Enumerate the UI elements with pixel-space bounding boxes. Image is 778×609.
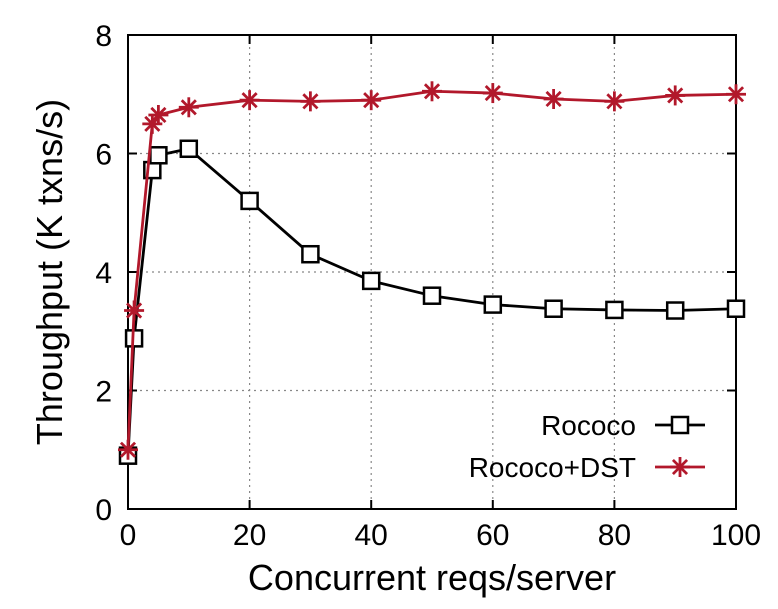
x-tick-label: 20 xyxy=(233,519,266,552)
asterisk-stroke xyxy=(302,93,319,110)
legend-marker xyxy=(670,415,690,435)
data-point-rococo-dst xyxy=(665,85,686,106)
series-layer xyxy=(118,81,746,465)
data-point-rococo-dst xyxy=(178,97,199,118)
data-point-rococo-dst xyxy=(361,90,382,111)
x-axis-title: Concurrent reqs/server xyxy=(248,557,616,598)
asterisk-stroke xyxy=(671,458,689,476)
asterisk-stroke xyxy=(423,83,441,100)
asterisk-stroke xyxy=(180,99,197,116)
asterisk-stroke xyxy=(119,441,137,458)
y-tick-label: 6 xyxy=(95,139,112,172)
data-point-rococo xyxy=(361,271,381,291)
data-point-rococo-dst xyxy=(422,81,442,102)
data-point-rococo xyxy=(301,244,320,264)
data-point-rococo-dst xyxy=(118,439,138,460)
asterisk-stroke xyxy=(150,106,167,124)
data-point-rococo-dst xyxy=(124,300,145,321)
asterisk-stroke xyxy=(363,92,380,109)
asterisk-stroke xyxy=(241,92,258,109)
x-tick-label: 60 xyxy=(476,519,509,552)
series-line-rococo-dst xyxy=(126,89,737,450)
data-point-rococo-dst xyxy=(148,104,169,125)
ticks-layer: 0 20 40 60 80 100 0 2 4 6 8 xyxy=(95,20,761,552)
legend-entry-rococo: Rococo xyxy=(541,410,705,441)
asterisk-stroke xyxy=(484,85,501,102)
x-tick-label: 100 xyxy=(711,519,761,552)
x-tick-label: 80 xyxy=(598,519,631,552)
data-point-rococo-dst xyxy=(726,84,746,105)
asterisk-stroke xyxy=(126,302,143,319)
asterisk-stroke xyxy=(606,93,623,110)
legend: Rococo Rococo+DST xyxy=(469,410,705,483)
legend-entry-rococo-dst: Rococo+DST xyxy=(469,452,705,483)
data-point-rococo xyxy=(726,299,746,318)
series-rococo-dst xyxy=(118,81,746,460)
data-point-rococo xyxy=(149,146,168,165)
legend-label: Rococo xyxy=(541,410,636,441)
data-point-rococo xyxy=(179,139,199,159)
data-point-rococo xyxy=(422,286,442,305)
data-point-rococo-dst xyxy=(482,83,503,104)
asterisk-stroke xyxy=(667,87,684,104)
data-point-rococo-dst xyxy=(543,88,564,109)
grid-layer xyxy=(128,35,736,509)
legend-marker xyxy=(670,457,690,477)
data-point-rococo xyxy=(665,301,685,320)
data-point-rococo-dst xyxy=(239,90,260,111)
data-point-rococo-dst xyxy=(604,91,625,112)
y-tick-label: 4 xyxy=(95,257,112,290)
data-point-rococo xyxy=(240,191,259,211)
data-point-rococo xyxy=(605,300,624,320)
x-tick-label: 40 xyxy=(355,519,388,552)
data-point-rococo xyxy=(544,299,563,318)
y-tick-label: 2 xyxy=(95,376,112,409)
legend-label: Rococo+DST xyxy=(469,452,636,483)
series-rococo xyxy=(118,139,746,465)
x-tick-label: 0 xyxy=(120,519,137,552)
asterisk-stroke xyxy=(545,90,562,108)
y-axis-title: Throughput (K txns/s) xyxy=(29,99,70,445)
data-point-rococo-dst xyxy=(300,91,321,112)
asterisk-stroke xyxy=(727,86,745,103)
data-point-rococo xyxy=(483,295,503,314)
y-tick-label: 0 xyxy=(95,494,112,527)
y-tick-label: 8 xyxy=(95,20,112,53)
